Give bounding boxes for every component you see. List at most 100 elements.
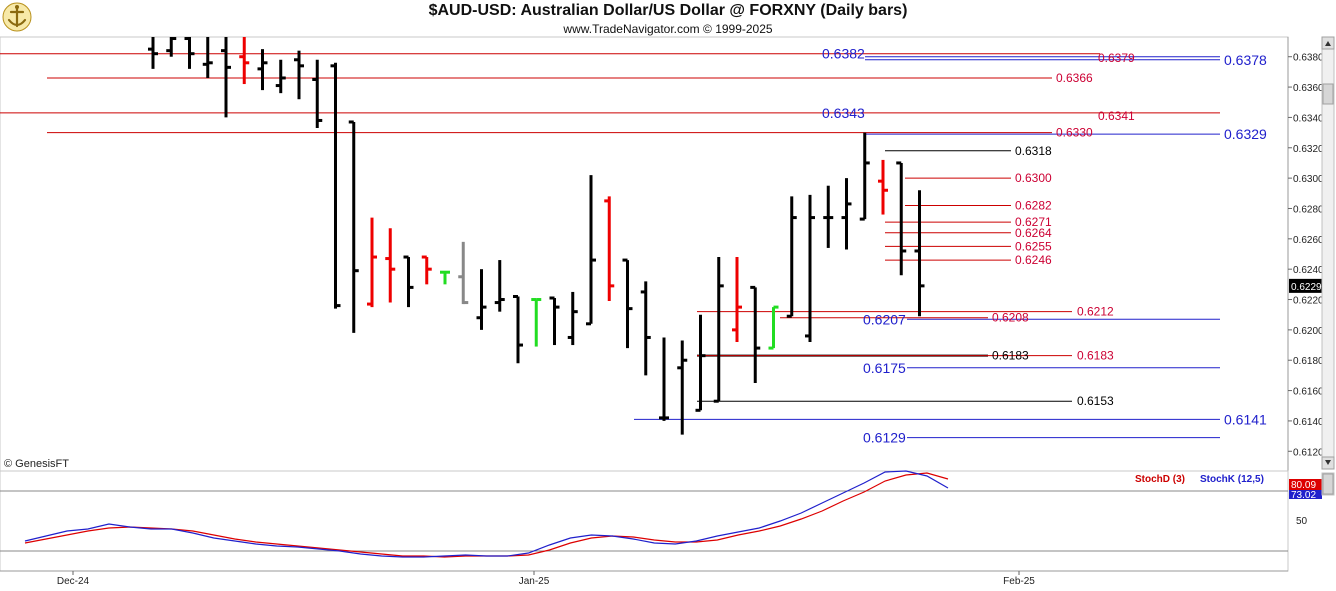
ohlc-bar	[275, 59, 286, 94]
stoch-scrollbar[interactable]	[1321, 472, 1335, 496]
stoch-k-value: 73.02	[1291, 490, 1316, 501]
level-label: 0.6183	[1077, 349, 1114, 363]
ohlc-bar	[567, 291, 578, 346]
level-label: 0.6366	[1056, 71, 1093, 85]
ohlc-bar	[494, 260, 505, 312]
scroll-down-icon	[1325, 460, 1331, 465]
price-scrollbar[interactable]	[1321, 36, 1335, 470]
ohlc-bar	[859, 132, 870, 221]
level-label: 0.6212	[1077, 305, 1114, 319]
stoch-k-line	[24, 470, 949, 558]
price-tick-label: 0.6280	[1293, 204, 1324, 215]
date-axis: Dec-24 Jan-25 Feb-25	[57, 571, 1035, 587]
ohlc-bars	[148, 37, 925, 435]
price-tick-label: 0.6160	[1293, 387, 1324, 398]
ohlc-bar	[732, 257, 742, 343]
ohlc-bar	[458, 241, 469, 305]
chart-subtitle: www.TradeNavigator.com © 1999-2025	[563, 22, 773, 36]
ohlc-bar	[805, 194, 815, 343]
ohlc-bar	[239, 37, 250, 85]
ohlc-bar	[677, 340, 688, 435]
price-axis: 0.6380 0.6360 0.6340 0.6320 0.6300 0.6280 0.62…	[1288, 53, 1324, 458]
price-tick-label: 0.6240	[1293, 265, 1324, 276]
price-tick-label: 0.6200	[1293, 326, 1324, 337]
level-label: 0.6183	[992, 349, 1029, 363]
level-label: 0.6175	[863, 360, 906, 376]
stoch-k-legend: StochK (12,5)	[1200, 474, 1264, 485]
ohlc-bar	[330, 62, 341, 309]
ohlc-bar	[367, 217, 377, 308]
level-label: 0.6318	[1015, 144, 1052, 158]
ohlc-bar	[513, 294, 523, 364]
ohlc-bar	[768, 305, 779, 350]
price-tick-label: 0.6220	[1293, 296, 1324, 307]
ohlc-bar	[823, 185, 834, 248]
price-tick-label: 0.6340	[1293, 113, 1324, 124]
ohlc-bar	[750, 285, 761, 383]
ohlc-bar	[166, 37, 177, 57]
ohlc-bar	[695, 314, 706, 412]
ohlc-bar	[421, 255, 432, 285]
price-tick-label: 0.6120	[1293, 447, 1324, 458]
level-label: 0.6153	[1077, 394, 1114, 408]
ohlc-bar	[184, 37, 195, 69]
level-label: 0.6282	[1015, 198, 1052, 212]
ohlc-bar	[786, 196, 797, 318]
ohlc-bar	[604, 196, 615, 302]
last-price-label: 0.6229	[1291, 282, 1322, 293]
level-label: 0.6271	[1015, 215, 1052, 229]
chart-title: $AUD-USD: Australian Dollar/US Dollar @ …	[428, 2, 908, 19]
scroll-up-icon	[1325, 41, 1331, 46]
ohlc-bar	[914, 190, 925, 317]
price-tick-label: 0.6180	[1293, 356, 1324, 367]
ohlc-bar	[878, 159, 888, 215]
date-tick-label: Jan-25	[519, 576, 550, 587]
level-label: 0.6341	[1098, 109, 1135, 123]
ohlc-bar	[348, 120, 359, 333]
price-tick-label: 0.6140	[1293, 417, 1324, 428]
stoch-tick-label: 50	[1296, 516, 1308, 527]
level-label: 0.6300	[1015, 171, 1052, 185]
ohlc-bar	[549, 296, 560, 346]
stoch-scroll-thumb[interactable]	[1322, 473, 1334, 495]
date-tick-label: Feb-25	[1003, 576, 1035, 587]
ohlc-bar	[640, 281, 651, 376]
ohlc-bar	[841, 178, 852, 250]
stoch-d-value: 80.09	[1291, 480, 1316, 491]
level-label: 0.6378	[1224, 52, 1267, 68]
price-tick-label: 0.6300	[1293, 174, 1324, 185]
stoch-d-legend: StochD (3)	[1135, 474, 1185, 485]
scroll-thumb[interactable]	[1322, 83, 1334, 105]
anchor-logo-icon	[2, 2, 32, 32]
level-label: 0.6382	[822, 46, 865, 62]
stoch-panel-frame	[0, 470, 1289, 572]
ohlc-bar	[586, 175, 596, 326]
ohlc-bar	[440, 270, 450, 285]
level-label: 0.6343	[822, 105, 865, 121]
ohlc-bar	[531, 298, 542, 347]
price-tick-label: 0.6360	[1293, 83, 1324, 94]
ohlc-bar	[221, 37, 231, 118]
level-label: 0.6208	[992, 311, 1029, 325]
ohlc-bar	[622, 258, 633, 349]
level-label: 0.6330	[1056, 126, 1093, 140]
ohlc-bar	[896, 161, 907, 276]
stoch-k-value-box	[1289, 490, 1322, 499]
ohlc-bar	[257, 49, 268, 91]
level-label: 0.6129	[863, 430, 906, 446]
last-price-box	[1289, 278, 1322, 293]
price-levels	[0, 53, 1220, 439]
ohlc-bar	[148, 37, 158, 69]
ohlc-bar	[202, 37, 213, 78]
date-tick-label: Dec-24	[57, 576, 90, 587]
ohlc-bar	[294, 50, 304, 100]
level-label: 0.6264	[1015, 226, 1052, 240]
ohlc-bar	[713, 257, 724, 403]
level-label: 0.6255	[1015, 239, 1052, 253]
level-label: 0.6207	[863, 311, 906, 327]
level-label: 0.6141	[1224, 411, 1267, 427]
ohlc-bar	[385, 228, 396, 303]
